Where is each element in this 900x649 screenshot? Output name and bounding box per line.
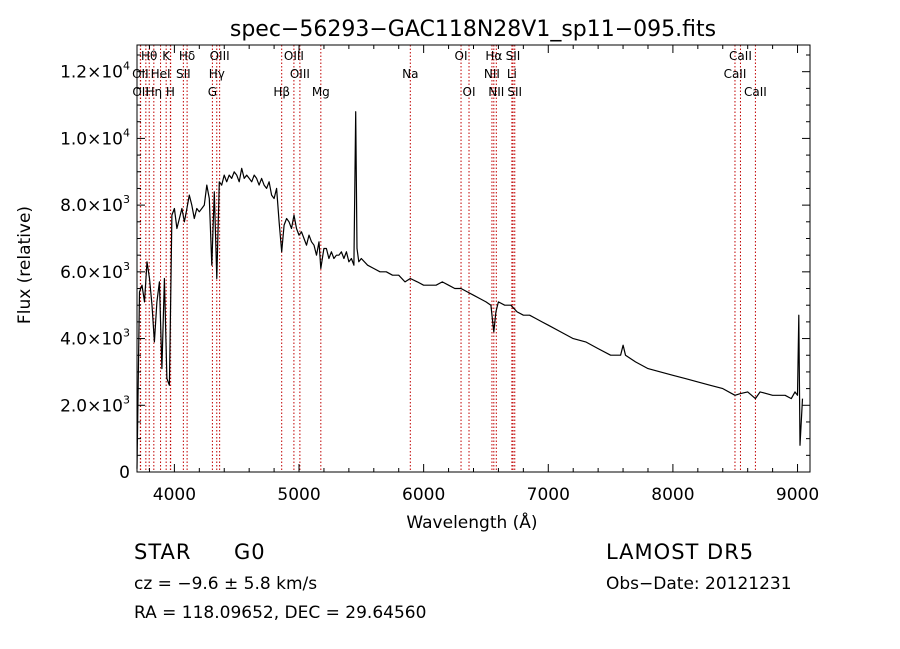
x-tick-label: 9000 [776, 485, 819, 505]
line-label: SII [507, 85, 522, 99]
line-label: OI [463, 85, 476, 99]
line-label: OII [132, 67, 149, 81]
line-label: Mg [312, 85, 330, 99]
y-tick-label: 0 [119, 463, 130, 483]
survey-name: LAMOST DR5 [606, 540, 755, 564]
x-tick-label: 7000 [527, 485, 570, 505]
x-tick-label: 6000 [402, 485, 445, 505]
x-tick-label: 4000 [153, 485, 196, 505]
observation-date: Obs−Date: 20121231 [606, 574, 792, 594]
line-label: HeI [151, 67, 171, 81]
x-axis-label: Wavelength (Å) [406, 511, 537, 533]
line-label: NII [484, 67, 500, 81]
line-label: NII [488, 85, 504, 99]
y-tick-label: 6.0×103 [60, 260, 130, 283]
line-label: OIII [284, 49, 304, 63]
object-class: G0 [234, 540, 266, 564]
line-label: Hη [146, 85, 163, 99]
line-label: CaII [724, 67, 747, 81]
x-tick-label: 5000 [277, 485, 320, 505]
line-label: CaII [729, 49, 752, 63]
line-label: OII [132, 85, 149, 99]
flux-line [136, 111, 804, 469]
line-label: OI [455, 49, 468, 63]
line-label: Na [402, 67, 418, 81]
y-tick-label: 4.0×103 [60, 327, 130, 350]
line-label: H [166, 85, 175, 99]
object-type: STAR [134, 540, 192, 564]
line-label: Hγ [209, 67, 225, 81]
line-label: G [208, 85, 217, 99]
line-label: CaII [744, 85, 767, 99]
line-label: Hδ [179, 49, 195, 63]
line-label: SII [176, 67, 191, 81]
plot-frame [136, 44, 811, 473]
line-label: OIII [290, 67, 310, 81]
line-label: Li [507, 67, 517, 81]
line-label: K [162, 49, 171, 63]
coordinates: RA = 118.09652, DEC = 29.64560 [134, 603, 427, 623]
line-label: Hβ [273, 85, 290, 99]
redshift-velocity: cz = −9.6 ± 5.8 km/s [134, 574, 318, 594]
x-tick-label: 8000 [651, 485, 694, 505]
y-tick-label: 2.0×103 [60, 393, 130, 416]
line-label: OIII [210, 49, 230, 63]
y-tick-label: 8.0×103 [60, 193, 130, 216]
line-label: Hθ [141, 49, 157, 63]
flux-series [136, 111, 804, 469]
emission-line-markers: Hθ K Hδ OIII OIII OI Hα SII CaII OII HeI SII Hγ OIII N… [132, 45, 767, 472]
axes: 4000 5000 6000 7000 8000 9000 0 2.0×103 4.0×103 6… [60, 44, 819, 505]
line-label: SII [506, 49, 521, 63]
chart-title: spec−56293−GAC118N28V1_sp11−095.fits [230, 17, 716, 42]
y-tick-label: 1.2×104 [60, 60, 130, 83]
y-axis-label: Flux (relative) [15, 206, 35, 324]
y-tick-label: 1.0×104 [60, 126, 130, 149]
line-label: Hα [485, 49, 502, 63]
